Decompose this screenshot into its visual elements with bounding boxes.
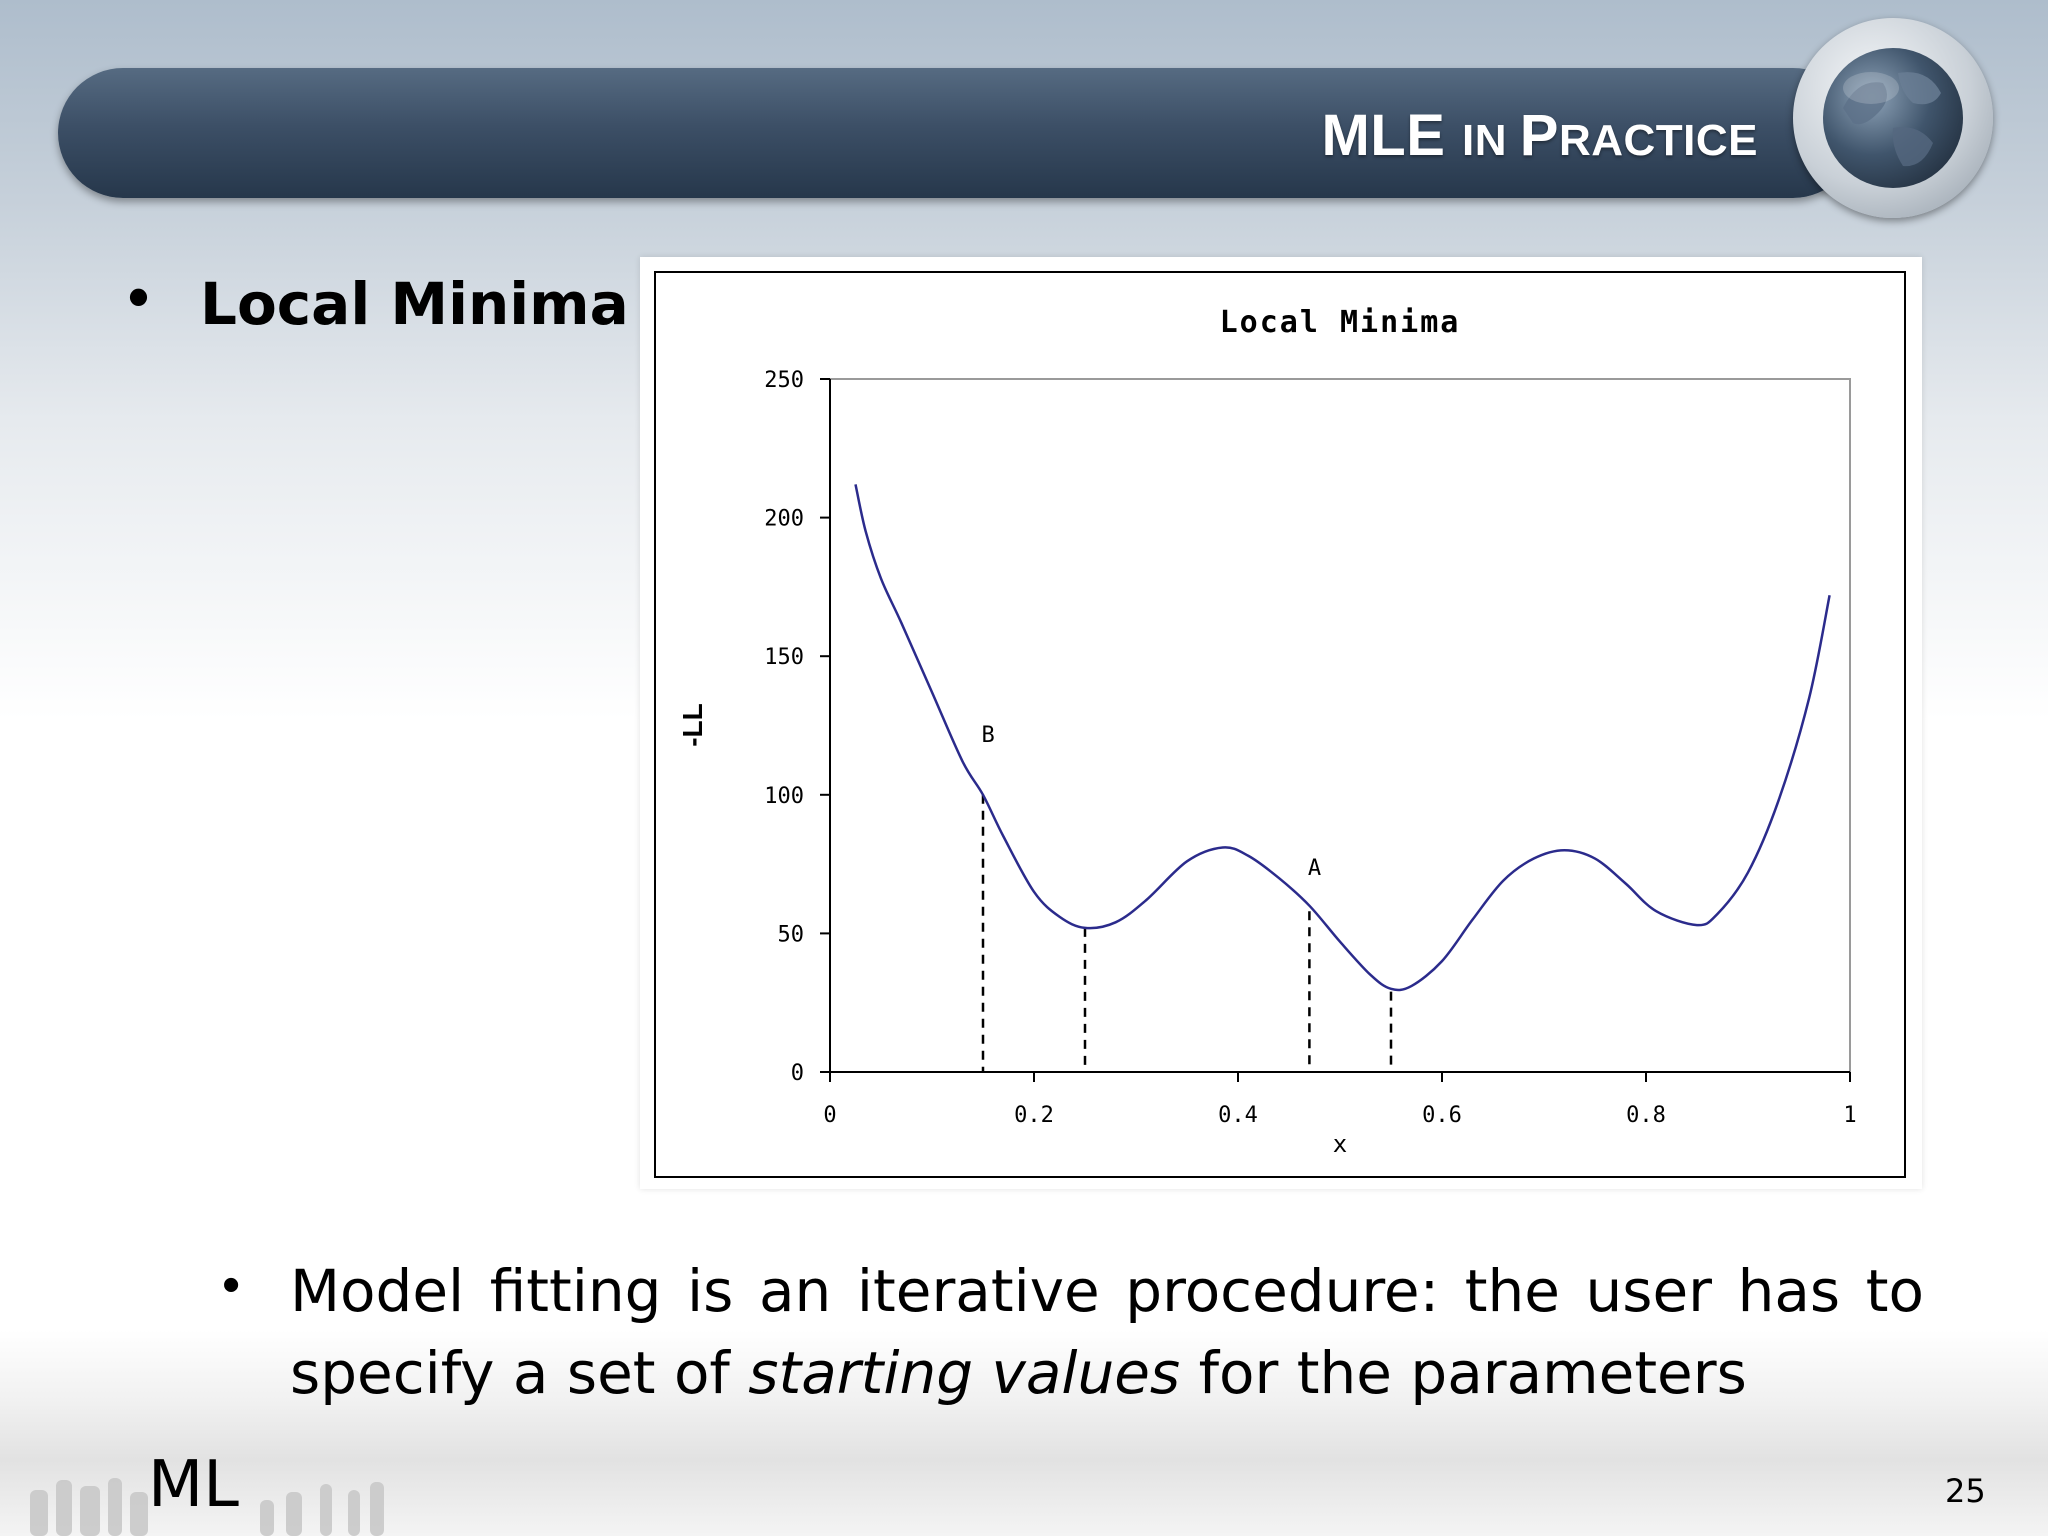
x-tick-label: 1	[1843, 1103, 1856, 1128]
x-tick-label: 0.6	[1422, 1103, 1462, 1128]
y-tick-label: 200	[764, 507, 804, 532]
annotation-label: A	[1308, 856, 1321, 881]
x-axis-label: x	[1333, 1130, 1347, 1158]
bullet-dot: •	[128, 263, 150, 330]
footer-logo: ML	[148, 1448, 239, 1522]
bullet-dot-2: •	[222, 1256, 241, 1314]
chart-title: Local Minima	[1220, 305, 1461, 340]
y-tick-label: 100	[764, 784, 804, 809]
y-tick-label: 150	[764, 645, 804, 670]
x-tick-label: 0.8	[1626, 1103, 1666, 1128]
y-tick-label: 0	[791, 1061, 804, 1086]
y-tick-label: 50	[778, 922, 805, 947]
x-tick-label: 0	[823, 1103, 836, 1128]
series-line	[854, 484, 1831, 992]
bullet-model-fitting: Model fitting is an iterative procedure:…	[290, 1257, 1924, 1407]
annotation-label: B	[981, 723, 994, 748]
x-tick-label: 0.2	[1014, 1103, 1054, 1128]
globe-icon	[1823, 48, 1963, 188]
x-tick-label: 0.4	[1218, 1103, 1258, 1128]
footer-decoration	[30, 1478, 384, 1536]
title-bar	[58, 68, 1858, 198]
bullet-local-minima: Local Minima	[200, 270, 629, 338]
slide-title: MLE IN PRACTICE	[1321, 103, 1758, 168]
y-axis-label: -LL	[677, 703, 708, 747]
chart-frame: 0 50 100 150 200 250 0 0.2 0.4 0.6 0.8 1 Local Minim…	[640, 257, 1922, 1189]
page-number: 25	[1945, 1472, 1986, 1510]
local-minima-chart: 0 50 100 150 200 250 0 0.2 0.4 0.6 0.8 1 Local Minim…	[654, 271, 1906, 1178]
chart-border	[654, 271, 1906, 1178]
y-tick-label: 250	[764, 368, 804, 393]
